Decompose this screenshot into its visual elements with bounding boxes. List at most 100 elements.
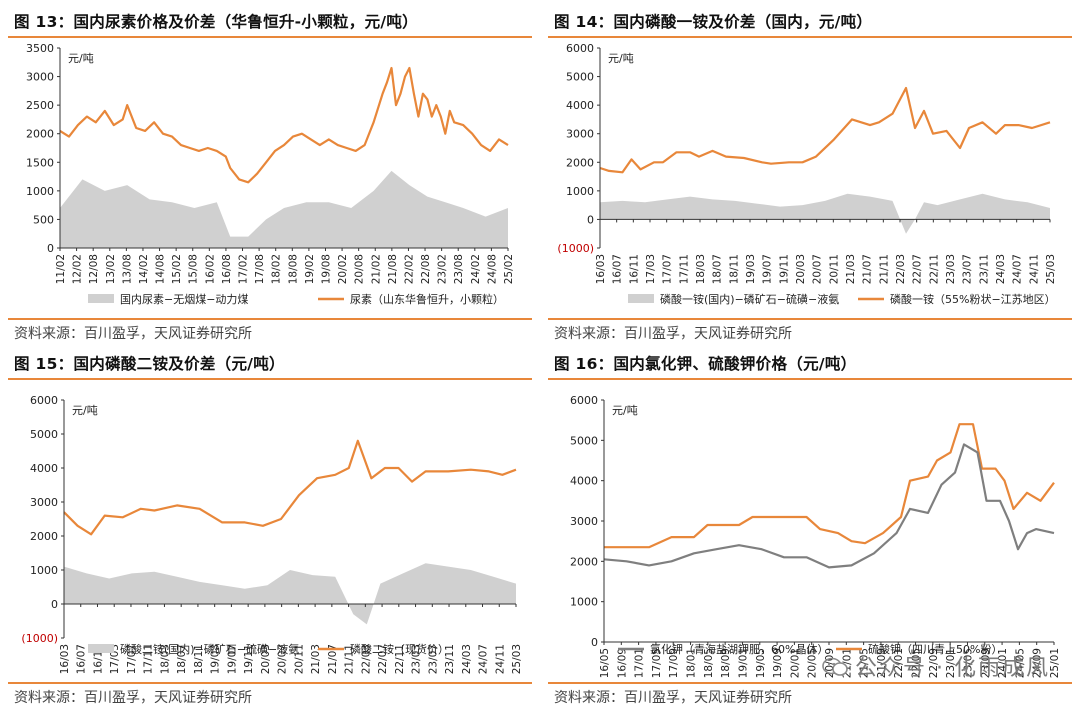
x-tick-label: 23/02 xyxy=(437,254,449,284)
y-tick-label: 1500 xyxy=(26,156,54,169)
series-line xyxy=(63,439,517,536)
series-area xyxy=(64,563,516,625)
legend-label: 氯化钾（青海盐湖钾肥，60%晶体） xyxy=(650,642,828,656)
chart-title: 图 16：国内氯化钾、硫酸钾价格（元/吨） xyxy=(554,355,857,373)
x-tick-label: 16/09 xyxy=(616,648,628,678)
x-tick-label: 16/02 xyxy=(204,254,216,284)
x-tick-label: 24/07 xyxy=(478,644,490,674)
x-tick-label: 23/11 xyxy=(444,644,456,674)
y-tick-label: 3000 xyxy=(570,515,598,528)
y-tick-label: 0 xyxy=(587,213,594,226)
x-tick-label: 24/05 xyxy=(1014,648,1026,678)
x-tick-label: 21/09 xyxy=(876,648,888,678)
x-tick-label: 19/11 xyxy=(778,254,790,284)
x-tick-label: 21/07 xyxy=(862,254,874,284)
x-tick-label: 24/03 xyxy=(995,254,1007,284)
x-tick-label: 22/07 xyxy=(912,254,924,284)
series-area xyxy=(60,170,508,248)
y-tick-label: 6000 xyxy=(566,42,594,55)
y-tick-label: 2000 xyxy=(26,128,54,141)
y-tick-label: 0 xyxy=(591,636,598,649)
x-tick-label: 21/03 xyxy=(845,254,857,284)
x-tick-label: 19/07 xyxy=(226,644,238,674)
x-tick-label: 20/11 xyxy=(293,644,305,674)
x-tick-label: 23/09 xyxy=(980,648,992,678)
series-line xyxy=(604,423,1055,549)
y-tick-label: 3000 xyxy=(30,496,58,509)
legend-swatch xyxy=(88,294,114,303)
chart-title: 图 13：国内尿素价格及价差（华鲁恒升-小颗粒，元/吨） xyxy=(14,13,418,31)
chart-title: 图 15：国内磷酸二铵及价差（元/吨） xyxy=(14,355,285,373)
chart-panel-urea: 图 13：国内尿素价格及价差（华鲁恒升-小颗粒，元/吨） 0 500 1000 150… xyxy=(8,0,538,356)
y-tick-label: 3500 xyxy=(26,42,54,55)
x-tick-label: 22/07 xyxy=(377,644,389,674)
title-rule xyxy=(548,378,1072,380)
wechat-icon xyxy=(822,657,848,676)
series-line xyxy=(59,66,509,184)
y-tick-label: 4000 xyxy=(570,475,598,488)
x-tick-label: 19/08 xyxy=(320,254,332,284)
y-tick-label: 5000 xyxy=(570,434,598,447)
legend-label: 磷酸二铵（现货价） xyxy=(350,642,449,656)
x-tick-label: 16/03 xyxy=(595,254,607,284)
x-tick-label: 13/02 xyxy=(105,254,117,284)
y-tick-label: 6000 xyxy=(570,394,598,407)
x-tick-label: 20/11 xyxy=(828,254,840,284)
x-tick-label: 17/03 xyxy=(645,254,657,284)
chart-svg-potash: 0 1000 2000 3000 4000 5000 6000 元/吨 16/05 16/09 17… xyxy=(570,394,1061,678)
x-tick-label: 17/05 xyxy=(651,648,663,678)
y-tick-label: 5000 xyxy=(30,428,58,441)
x-tick-label: 24/07 xyxy=(1012,254,1024,284)
x-tick-label: 11/02 xyxy=(55,254,67,284)
x-tick-label: 18/02 xyxy=(271,254,283,284)
y-tick-label: 2000 xyxy=(30,530,58,543)
x-tick-label: 18/09 xyxy=(720,648,732,678)
unit-label: 元/吨 xyxy=(68,52,94,65)
watermark: 公众号 · 化雨成风 xyxy=(821,650,1050,682)
y-tick-label: 3000 xyxy=(26,71,54,84)
x-tick-label: 16/07 xyxy=(76,644,88,674)
x-tick-label: 19/07 xyxy=(762,254,774,284)
x-tick-label: 21/02 xyxy=(370,254,382,284)
x-tick-label: 24/09 xyxy=(1032,648,1044,678)
x-tick-label: 25/02 xyxy=(503,254,515,284)
x-tick-label: 20/07 xyxy=(277,644,289,674)
y-tick-label: 0 xyxy=(51,598,58,611)
x-tick-label: 17/07 xyxy=(662,254,674,284)
y-tick-label: 1000 xyxy=(26,185,54,198)
chart-panel-map: 图 14：国内磷酸一铵及价差（国内，元/吨） (1000) 0 1000 2000 30… xyxy=(548,0,1078,356)
x-tick-label: 20/07 xyxy=(812,254,824,284)
x-tick-label: 25/01 xyxy=(1049,648,1061,678)
x-tick-label: 19/03 xyxy=(745,254,757,284)
x-tick-label: 21/07 xyxy=(327,644,339,674)
x-tick-label: 18/11 xyxy=(193,644,205,674)
x-tick-label: 13/08 xyxy=(121,254,133,284)
legend-swatch xyxy=(628,294,654,303)
source-note: 资料来源：百川盈孚，天风证券研究所 xyxy=(554,690,792,706)
y-tick-label: 2000 xyxy=(566,156,594,169)
x-tick-label: 22/03 xyxy=(360,644,372,674)
source-rule xyxy=(8,682,532,684)
unit-label: 元/吨 xyxy=(612,404,638,417)
x-tick-label: 22/02 xyxy=(403,254,415,284)
legend-label: 磷酸一铵(国内)−磷矿石−硫磺−液氨 xyxy=(660,292,839,306)
series-line xyxy=(603,443,1055,569)
y-tick-label: 6000 xyxy=(30,394,58,407)
x-tick-label: 17/11 xyxy=(678,254,690,284)
legend-label: 磷酸一铵（55%粉状−江苏地区） xyxy=(890,292,1056,306)
title-rule xyxy=(8,36,532,38)
x-tick-label: 22/01 xyxy=(893,648,905,678)
x-tick-label: 18/03 xyxy=(695,254,707,284)
x-tick-label: 18/05 xyxy=(703,648,715,678)
x-tick-label: 24/01 xyxy=(997,648,1009,678)
chart-panel-dap: 图 15：国内磷酸二铵及价差（元/吨） (1000) 0 1000 2000 3000 4… xyxy=(8,342,538,706)
x-tick-label: 18/07 xyxy=(176,644,188,674)
x-tick-label: 18/11 xyxy=(728,254,740,284)
x-tick-label: 16/11 xyxy=(628,254,640,284)
x-tick-label: 17/01 xyxy=(634,648,646,678)
x-tick-label: 21/03 xyxy=(310,644,322,674)
x-tick-label: 14/02 xyxy=(138,254,150,284)
legend-label: 国内尿素−无烟煤−动力煤 xyxy=(120,292,248,306)
source-note: 资料来源：百川盈孚，天风证券研究所 xyxy=(14,690,252,706)
series-line xyxy=(599,86,1051,174)
